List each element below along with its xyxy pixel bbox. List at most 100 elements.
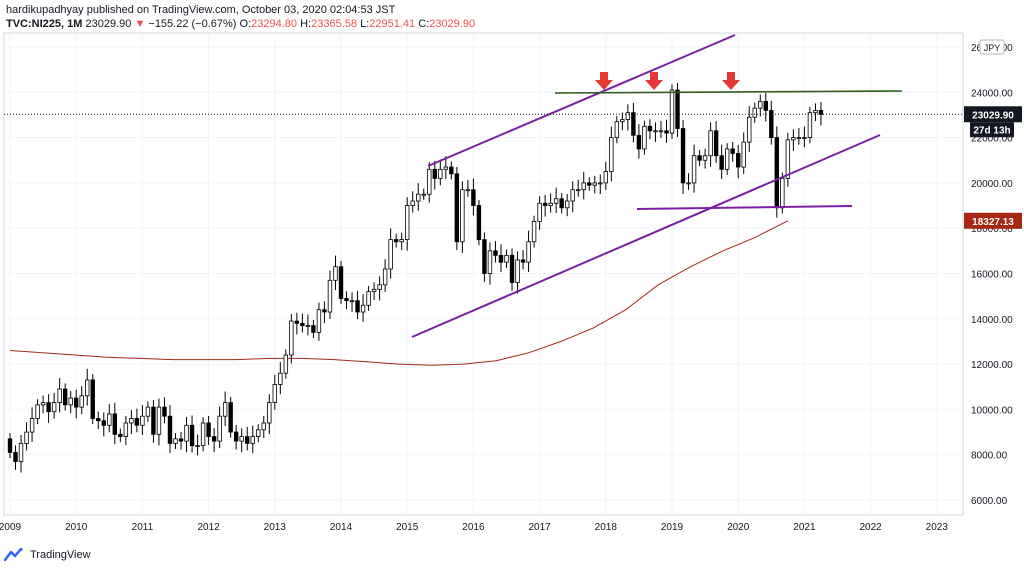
candle-up [609,137,614,172]
candle-down [476,205,482,240]
channel-upper-line [427,34,736,167]
candle-up [388,239,393,270]
countdown-value: 27d 13h [973,125,1010,136]
y-tick-label: 10000.00 [971,405,1013,416]
low-label: L: [360,18,370,30]
high-label: H: [300,18,312,30]
candle-up [410,200,415,206]
candle-up [278,372,283,385]
candle-down [680,128,686,184]
chart-header: hardikupadhyay published on TradingView.… [6,3,475,31]
y-tick-label: 20000.00 [971,179,1013,190]
y-tick-label: 6000.00 [971,496,1008,507]
candle-up [18,442,24,462]
candle-up [724,148,730,170]
candle-up [123,422,129,437]
candle-down [338,266,344,299]
candle-down [509,254,515,283]
candle-up [598,182,603,185]
candle-up [515,259,520,283]
candle-up [752,107,757,118]
last-price-tag [964,106,1022,123]
open-label: O: [239,18,252,30]
y-tick-label: 14000.00 [971,315,1013,326]
candle-up [686,182,691,185]
candle-down [498,254,504,263]
candle-down [636,134,642,150]
high-value: 23365.58 [311,18,357,30]
candle-down [162,406,167,417]
candle-up [156,406,162,435]
last-price: 23029.90 [85,18,132,30]
symbol: TVC:NI225, 1M [6,18,83,30]
moving-average-line [9,220,789,366]
ma-value-tag [964,212,1022,229]
candle-down [769,110,774,138]
candle-up [487,250,493,274]
candle-up [653,130,658,133]
candle-up [267,402,272,424]
candle-up [747,116,752,143]
currency-badge: JPY [979,39,1005,55]
candle-up [531,221,537,243]
candle-up [250,436,255,444]
x-tick-label: 2023 [926,522,949,533]
candle-down [542,202,548,206]
x-tick-label: 2021 [793,522,816,533]
candle-up [576,189,581,192]
candle-up [184,424,189,442]
candle-down [493,250,498,256]
candle-up [553,198,559,204]
candle-up [620,119,625,123]
candle-up [129,418,134,424]
x-tick-label: 2016 [462,522,485,533]
candle-down [763,100,768,111]
candle-up [256,429,261,437]
candle-up [564,200,570,209]
candle-up [813,110,818,114]
candle-up [140,415,145,426]
candle-up [24,431,29,444]
candle-up [416,193,421,202]
author-line: hardikupadhyay published on TradingView.… [6,4,396,16]
candle-down [233,431,239,442]
y-tick-label: 18000.00 [971,224,1013,235]
candle-up [68,397,73,406]
candle-up [51,402,57,413]
candle-up [333,266,338,281]
x-tick-label: 2014 [330,522,353,533]
candle-up [460,189,465,243]
candle-up [708,130,713,157]
candle-down [300,322,305,326]
candle-up [807,112,813,138]
candle-up [526,241,531,263]
candle-down [774,137,780,209]
candle-up [200,422,206,447]
candle-up [581,182,586,191]
candle-up [222,402,228,417]
candle-up [537,202,542,222]
candle-up [371,288,377,293]
x-tick-label: 2010 [65,522,88,533]
y-tick-label: 12000.00 [971,360,1013,371]
resistance-line [554,90,903,94]
candle-up [702,155,708,161]
candle-down [713,130,719,157]
candle-down [471,189,476,206]
open-value: 23294.80 [251,18,298,30]
candle-up [465,189,471,192]
candle-up [504,254,509,263]
candle-up [669,89,675,134]
candle-down [134,418,140,426]
candle-down [631,112,636,136]
candle-down [587,182,592,186]
candle-down [482,239,487,274]
candle-down [730,148,735,154]
last-price-value: 23029.90 [972,110,1014,121]
channel-lower-line [411,134,881,338]
x-tick-label: 2015 [396,522,419,533]
tradingview-brand[interactable]: TradingView [30,549,91,561]
down-arrow-icon [595,72,613,90]
candle-up [570,189,575,202]
